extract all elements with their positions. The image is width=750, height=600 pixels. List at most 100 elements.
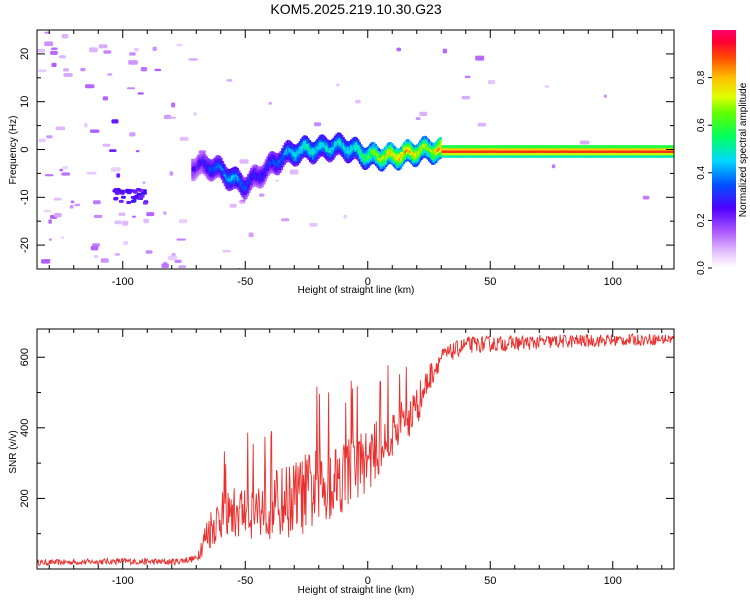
spectrogram-ridge-cell <box>535 147 538 151</box>
spectrogram-ridge-cell <box>563 150 566 153</box>
spectrogram-ridge-cell <box>400 149 403 152</box>
spectrogram-ridge-cell <box>526 154 529 158</box>
spectrogram-ridge-cell <box>378 162 380 166</box>
spectrogram-ridge-cell <box>204 166 207 170</box>
spectrogram-ridge-cell <box>364 147 367 151</box>
spectrogram-ridge-cell <box>228 169 231 172</box>
spectrogram-ridge-cell <box>635 147 638 151</box>
spectrogram-ridge-cell <box>482 152 485 156</box>
spectrogram-ridge-cell <box>238 179 241 183</box>
spectrogram-ridge-cell <box>555 147 558 151</box>
spectrogram-ridge-cell <box>316 143 319 147</box>
spectrogram-ridge-cell <box>351 152 354 156</box>
spectrogram-ridge-cell <box>225 181 228 185</box>
spectrogram-ridge-cell <box>203 164 206 168</box>
spectrogram-ridge-cell <box>219 175 222 179</box>
spectrogram-ridge-cell <box>457 154 460 158</box>
spectrogram-ridge-cell <box>317 143 320 147</box>
spectrogram-ridge-cell <box>216 167 219 171</box>
spectrogram-ridge-cell <box>336 149 339 153</box>
spectrogram-ridge-cell <box>278 157 281 161</box>
spectrogram-ridge-cell <box>400 151 403 155</box>
spectrogram-ridge-cell <box>389 144 392 148</box>
spectrogram-ridge-cell <box>635 152 638 156</box>
spectrogram-ridge-cell <box>600 147 602 151</box>
spectrogram-ridge-cell <box>220 174 223 178</box>
spectrogram-ridge-cell <box>498 145 501 149</box>
spectrogram-ridge-cell <box>195 170 198 174</box>
spectrogram-ridge-cell <box>207 177 210 181</box>
spectrogram-ridge-cell <box>638 150 641 153</box>
spectrogram-ridge-cell <box>382 151 385 154</box>
spectrogram-ridge-cell <box>341 149 344 153</box>
spectrogram-ridge-cell <box>191 161 194 165</box>
spectrogram-ridge-cell <box>241 189 244 193</box>
spectrogram-ridge-cell <box>322 148 325 152</box>
spectrogram-ridge-cell <box>436 155 439 159</box>
spectrogram-ridge-cell <box>436 153 439 157</box>
spectrogram-ridge-cell <box>203 171 206 175</box>
spectrogram-ridge-cell <box>386 162 389 166</box>
spectrogram-ridge-cell <box>326 139 329 143</box>
spectrogram-ridge-cell <box>660 150 663 153</box>
spectrogram-ridge-cell <box>498 147 501 151</box>
spectrogram-ridge-cell <box>650 152 652 156</box>
spectrogram-ridge-cell <box>223 178 226 182</box>
spectrogram-ridge-cell <box>320 148 323 152</box>
spectrogram-ridge-cell <box>435 160 438 163</box>
spectrogram-ridge-cell <box>317 153 320 157</box>
spectrogram-ridge-cell <box>444 145 447 149</box>
spectrogram-ridge-cell <box>213 176 216 180</box>
spectrogram-ridge-cell <box>622 154 625 158</box>
spectrogram-ridge-cell <box>348 148 351 151</box>
spectrogram-ridge-cell <box>291 145 294 149</box>
spectrogram-ridge-cell <box>213 172 216 176</box>
spectrogram-ridge-cell <box>197 166 200 170</box>
spectrogram-ridge-cell <box>623 154 626 158</box>
spectrogram-ridge-cell <box>236 170 239 174</box>
spectrogram-ridge-cell <box>507 152 510 156</box>
spectrogram-ridge-cell <box>326 141 329 145</box>
spectrogram-ridge-cell <box>423 140 426 144</box>
spectrogram-ridge-cell <box>263 179 266 183</box>
spectrogram-ridge-cell <box>542 154 545 158</box>
spectrogram-ridge-cell <box>478 154 480 158</box>
spectrogram-ridge-cell <box>273 171 276 175</box>
spectrogram-ridge-cell <box>652 150 655 153</box>
spectrogram-ridge-cell <box>500 145 503 149</box>
spectrogram-ridge-cell <box>195 175 198 179</box>
spectrogram-ridge-cell <box>495 150 498 153</box>
spectrogram-ridge-cell <box>198 167 201 170</box>
spectrogram-ridge-cell <box>373 144 376 148</box>
snr-ytick-label: 400 <box>19 419 31 437</box>
spectrogram-ridge-cell <box>630 154 633 158</box>
spectrogram-ridge-cell <box>557 147 560 151</box>
spectrogram-ridge-cell <box>220 157 223 161</box>
spectrogram-ridge-cell <box>548 154 551 158</box>
spectrogram-ridge-cell <box>351 138 354 142</box>
spectrogram-ridge-cell <box>411 158 414 161</box>
spectrogram-ridge-cell <box>507 145 510 149</box>
spectrogram-ridge-cell <box>276 153 279 157</box>
spectrogram-ridge-cell <box>226 187 229 191</box>
spectrogram-ridge-cell <box>494 150 497 153</box>
spectrogram-ridge-cell <box>301 136 304 140</box>
spectrogram-ridge-cell <box>614 150 617 153</box>
spectrogram-ridge-cell <box>433 161 436 165</box>
spectrogram-ridge-cell <box>269 168 272 172</box>
spectrogram-ridge-cell <box>429 143 432 147</box>
spectrogram-ridge-cell <box>538 145 541 149</box>
spectrogram-ridge-cell <box>428 146 430 150</box>
spectrogram-ridge-cell <box>317 155 320 159</box>
spectrogram-ridge-cell <box>251 165 254 169</box>
spectrogram-noise-cell <box>44 41 54 47</box>
spectrogram-ridge-cell <box>260 173 263 177</box>
spectrogram-ridge-cell <box>429 141 432 144</box>
spectrogram-ridge-cell <box>317 136 320 140</box>
spectrogram-ridge-cell <box>583 152 586 156</box>
spectrogram-ridge-cell <box>617 145 620 149</box>
spectrogram-ridge-cell <box>356 137 358 141</box>
spectrogram-ridge-cell <box>422 136 425 140</box>
spectrogram-ridge-cell <box>644 154 647 158</box>
spectrogram-ridge-cell <box>381 159 383 162</box>
